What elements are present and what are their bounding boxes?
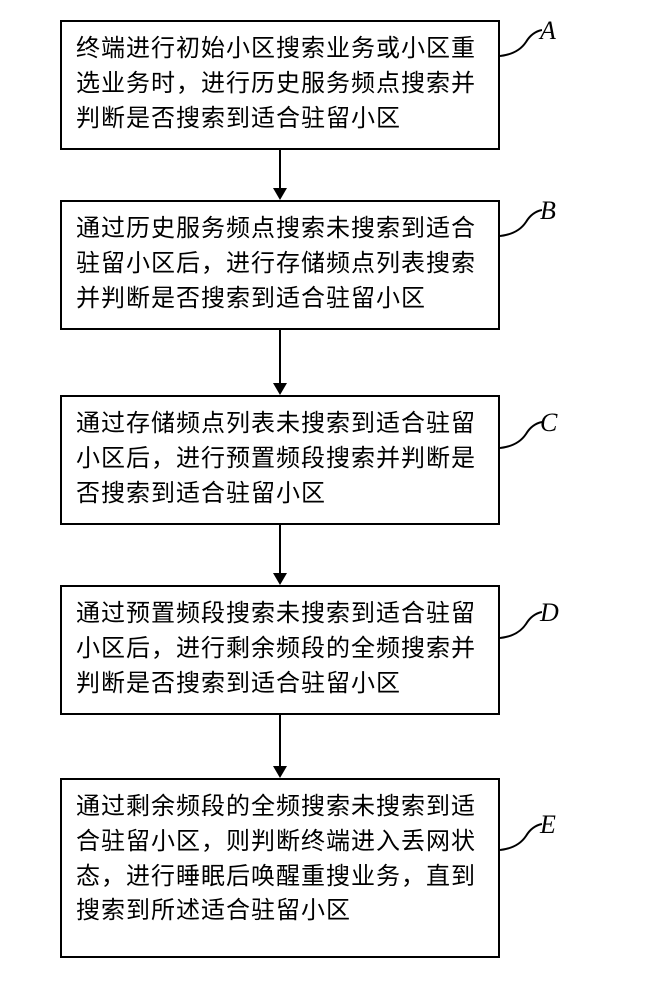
arrow-a-b	[279, 150, 281, 190]
label-connector-b	[500, 208, 542, 244]
flow-label-c: C	[540, 408, 557, 438]
arrow-d-e	[279, 715, 281, 768]
flow-node-e: 通过剩余频段的全频搜索未搜索到适合驻留小区，则判断终端进入丢网状态，进行睡眠后唤…	[60, 778, 500, 958]
arrow-b-c-head	[273, 383, 287, 395]
flow-node-b-text: 通过历史服务频点搜索未搜索到适合驻留小区后，进行存储频点列表搜索并判断是否搜索到…	[76, 216, 476, 312]
label-connector-d	[500, 610, 542, 646]
flow-node-c: 通过存储频点列表未搜索到适合驻留小区后，进行预置频段搜索并判断是否搜索到适合驻留…	[60, 395, 500, 525]
arrow-c-d	[279, 525, 281, 575]
flow-label-a: A	[540, 16, 556, 46]
flow-node-d: 通过预置频段搜索未搜索到适合驻留小区后，进行剩余频段的全频搜索并判断是否搜索到适…	[60, 585, 500, 715]
arrow-d-e-head	[273, 766, 287, 778]
flow-node-b: 通过历史服务频点搜索未搜索到适合驻留小区后，进行存储频点列表搜索并判断是否搜索到…	[60, 200, 500, 330]
label-connector-e	[500, 822, 542, 858]
flow-node-e-text: 通过剩余频段的全频搜索未搜索到适合驻留小区，则判断终端进入丢网状态，进行睡眠后唤…	[76, 794, 476, 924]
flow-node-d-text: 通过预置频段搜索未搜索到适合驻留小区后，进行剩余频段的全频搜索并判断是否搜索到适…	[76, 601, 476, 697]
flow-node-a-text: 终端进行初始小区搜索业务或小区重选业务时，进行历史服务频点搜索并判断是否搜索到适…	[76, 36, 476, 132]
arrow-a-b-head	[273, 188, 287, 200]
flow-label-b: B	[540, 196, 556, 226]
label-connector-c	[500, 420, 542, 456]
flow-label-e: E	[540, 810, 556, 840]
flow-node-a: 终端进行初始小区搜索业务或小区重选业务时，进行历史服务频点搜索并判断是否搜索到适…	[60, 20, 500, 150]
arrow-c-d-head	[273, 573, 287, 585]
arrow-b-c	[279, 330, 281, 385]
flow-label-d: D	[540, 598, 559, 628]
flow-node-c-text: 通过存储频点列表未搜索到适合驻留小区后，进行预置频段搜索并判断是否搜索到适合驻留…	[76, 411, 476, 507]
label-connector-a	[500, 28, 542, 64]
